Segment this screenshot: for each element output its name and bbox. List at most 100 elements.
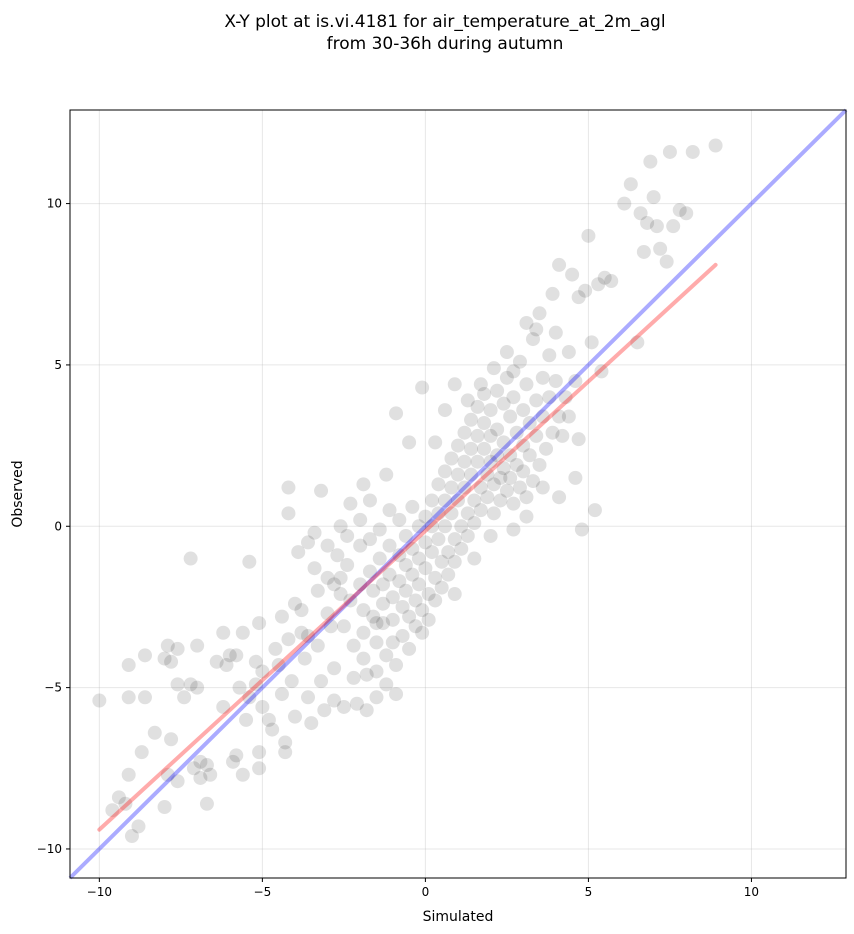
data-point <box>274 609 289 624</box>
data-point <box>362 564 377 579</box>
data-point <box>594 364 609 379</box>
data-point <box>235 625 250 640</box>
data-point <box>411 551 426 566</box>
data-point <box>336 619 351 634</box>
data-point <box>402 435 417 450</box>
data-point <box>617 196 632 211</box>
data-point <box>317 703 332 718</box>
data-point <box>529 428 544 443</box>
data-point <box>398 557 413 572</box>
data-point <box>226 754 241 769</box>
data-point <box>372 551 387 566</box>
data-point <box>301 535 316 550</box>
data-point <box>447 554 462 569</box>
grid-lines <box>70 110 846 878</box>
data-point <box>565 267 580 282</box>
data-point <box>493 493 508 508</box>
data-point <box>369 635 384 650</box>
data-point <box>118 796 133 811</box>
data-point <box>496 396 511 411</box>
data-point <box>646 190 661 205</box>
data-point <box>164 654 179 669</box>
data-point <box>359 667 374 682</box>
data-point <box>385 635 400 650</box>
data-point <box>349 696 364 711</box>
data-point <box>483 454 498 469</box>
data-point <box>460 528 475 543</box>
data-point <box>314 674 329 689</box>
data-point <box>659 254 674 269</box>
data-point <box>431 506 446 521</box>
data-point <box>157 651 172 666</box>
data-point <box>301 628 316 643</box>
data-point <box>490 422 505 437</box>
data-point <box>431 477 446 492</box>
data-point <box>170 641 185 656</box>
data-point <box>643 154 658 169</box>
data-point <box>281 480 296 495</box>
data-point <box>307 561 322 576</box>
data-point <box>385 612 400 627</box>
data-point <box>203 767 218 782</box>
y-axis-ticks: −10 −5 0 5 10 <box>37 197 70 856</box>
data-point <box>464 467 479 482</box>
data-point <box>522 416 537 431</box>
data-point <box>470 428 485 443</box>
data-point <box>503 448 518 463</box>
data-point <box>574 522 589 537</box>
data-point <box>314 483 329 498</box>
data-point <box>92 693 107 708</box>
data-point <box>532 306 547 321</box>
data-point <box>552 409 567 424</box>
data-point <box>633 206 648 221</box>
data-point <box>320 538 335 553</box>
data-point <box>274 687 289 702</box>
data-point <box>424 545 439 560</box>
data-point <box>398 583 413 598</box>
data-point <box>636 244 651 259</box>
data-point <box>666 219 681 234</box>
data-point <box>548 374 563 389</box>
data-point <box>193 770 208 785</box>
data-point <box>356 477 371 492</box>
data-point <box>519 315 534 330</box>
data-point <box>548 325 563 340</box>
data-point <box>330 548 345 563</box>
data-point <box>457 425 472 440</box>
data-point <box>568 470 583 485</box>
data-point <box>137 690 152 705</box>
data-point <box>519 490 534 505</box>
data-point <box>183 677 198 692</box>
data-point <box>535 480 550 495</box>
data-point <box>190 680 205 695</box>
data-point <box>362 532 377 547</box>
data-point <box>297 651 312 666</box>
data-point <box>679 206 694 221</box>
y-tick-label: 0 <box>54 519 62 533</box>
data-point <box>261 712 276 727</box>
data-point <box>499 345 514 360</box>
data-point <box>124 829 139 844</box>
x-tick-label: 0 <box>422 885 430 899</box>
data-point <box>376 616 391 631</box>
data-point <box>186 761 201 776</box>
data-point <box>216 699 231 714</box>
data-point <box>464 441 479 456</box>
data-point <box>447 532 462 547</box>
data-point <box>467 493 482 508</box>
data-point <box>470 454 485 469</box>
data-point <box>121 767 136 782</box>
data-point <box>346 638 361 653</box>
data-point <box>525 474 540 489</box>
data-point <box>310 638 325 653</box>
data-point <box>431 532 446 547</box>
data-point <box>441 567 456 582</box>
data-point <box>271 658 286 673</box>
data-point <box>356 603 371 618</box>
data-point <box>578 283 593 298</box>
data-point <box>382 567 397 582</box>
data-point <box>561 409 576 424</box>
data-point <box>362 493 377 508</box>
data-point <box>134 745 149 760</box>
data-point <box>405 541 420 556</box>
